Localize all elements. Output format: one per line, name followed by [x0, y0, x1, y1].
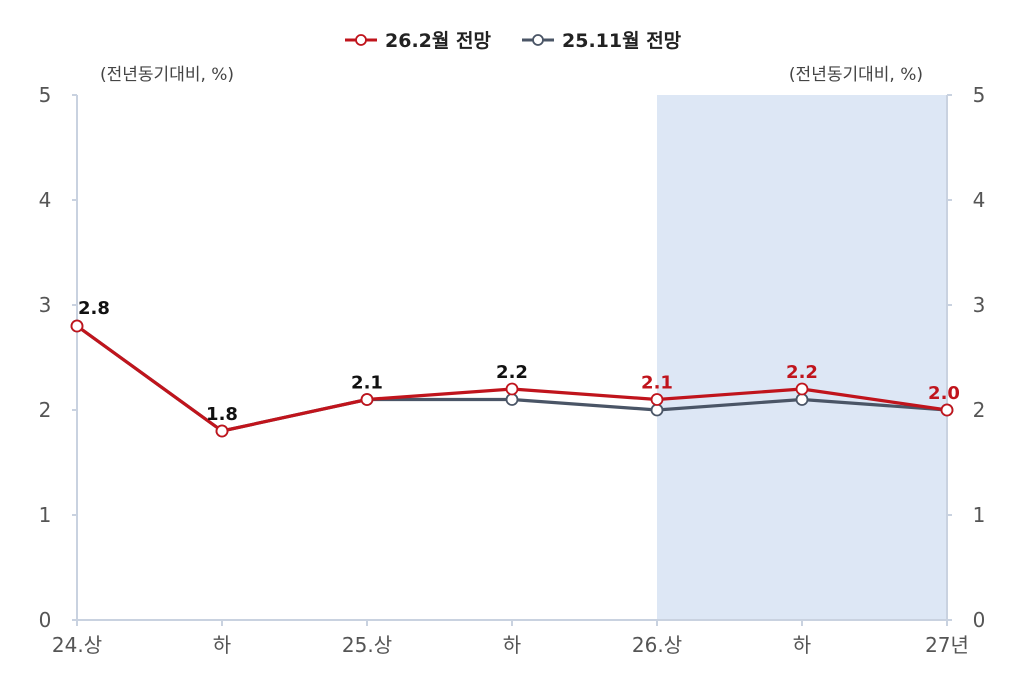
data-point-marker	[795, 382, 809, 396]
x-tick-label: 하	[213, 633, 231, 657]
data-point-marker	[505, 393, 519, 406]
x-tick-label: 하	[793, 633, 811, 657]
unit-label-left: (전년동기대비, %)	[100, 65, 234, 85]
legend-item-1: 26.2월 전망	[345, 30, 491, 52]
y-tick-label-right: 0	[973, 608, 986, 632]
y-tick-label-left: 1	[39, 503, 52, 527]
unit-label-right: (전년동기대비, %)	[789, 65, 923, 85]
legend: 26.2월 전망 25.11월 전망	[345, 30, 682, 52]
legend-label: 25.11월 전망	[562, 30, 682, 52]
y-tick-label-right: 2	[973, 398, 986, 422]
legend-label: 26.2월 전망	[385, 30, 491, 52]
data-label: 2.2	[496, 362, 528, 383]
data-label: 2.8	[78, 298, 110, 319]
legend-item-2: 25.11월 전망	[522, 30, 682, 52]
data-point-marker	[215, 424, 229, 438]
data-point-marker	[650, 403, 664, 417]
data-labels: 2.8 1.8 2.1 2.2 2.1 2.2 2.0	[78, 298, 960, 425]
data-point-marker	[650, 393, 664, 406]
x-tick-label: 26.상	[632, 633, 682, 657]
y-tick-label-right: 5	[973, 83, 986, 107]
data-label: 2.2	[786, 362, 818, 383]
legend-swatch-marker	[355, 34, 367, 46]
series-markers	[70, 319, 954, 438]
y-tick-label-left: 5	[39, 83, 52, 107]
legend-swatch-marker	[532, 34, 544, 46]
data-point-marker	[940, 403, 954, 417]
x-tick-label: 하	[503, 633, 521, 657]
y-tick-label-left: 0	[39, 608, 52, 632]
x-tick-label: 24.상	[52, 633, 102, 657]
y-ticks-right: 0 1 2 3 4 5	[973, 83, 986, 632]
x-tick-label: 25.상	[342, 633, 392, 657]
x-tick-label: 27년	[925, 633, 969, 657]
x-ticks: 24.상 하 25.상 하 26.상 하 27년	[52, 633, 969, 657]
axes	[72, 94, 952, 626]
data-label: 2.1	[641, 373, 673, 394]
y-tick-label-left: 3	[39, 293, 52, 317]
y-tick-label-left: 4	[39, 188, 52, 212]
y-ticks-left: 0 1 2 3 4 5	[39, 83, 52, 632]
data-point-marker	[795, 393, 809, 406]
forecast-shading	[657, 95, 947, 620]
data-point-marker	[360, 393, 374, 406]
y-tick-label-right: 1	[973, 503, 986, 527]
data-point-marker	[70, 319, 84, 333]
data-label: 2.0	[928, 383, 960, 404]
y-tick-label-right: 4	[973, 188, 986, 212]
data-label: 1.8	[206, 404, 238, 425]
data-label: 2.1	[351, 373, 383, 394]
y-tick-label-left: 2	[39, 398, 52, 422]
data-point-marker	[505, 382, 519, 396]
y-tick-label-right: 3	[973, 293, 986, 317]
